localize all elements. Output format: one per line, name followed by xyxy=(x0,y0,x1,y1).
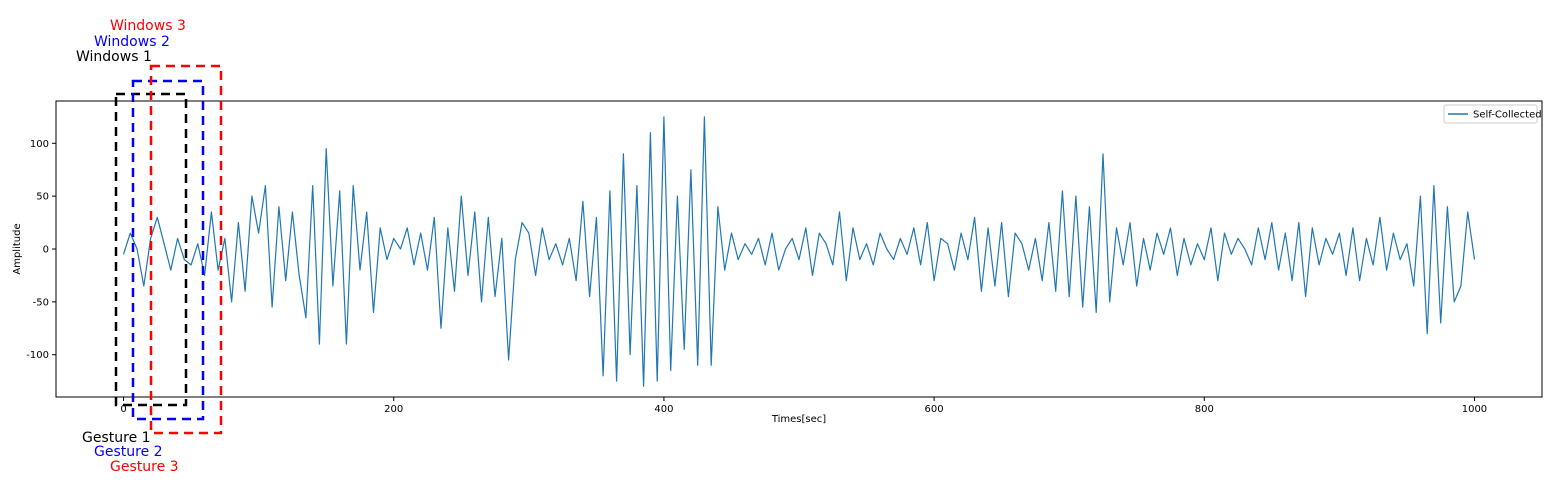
window-2-label: Windows 2 xyxy=(94,34,170,50)
y-tick-label: 0 xyxy=(43,245,49,256)
y-tick-label: 100 xyxy=(30,139,49,150)
plot-frame xyxy=(55,100,1543,398)
window-3-label: Windows 3 xyxy=(110,18,186,34)
gesture-3-label: Gesture 3 xyxy=(110,459,179,475)
legend-label: Self-Collected xyxy=(1473,110,1542,121)
window-2-box xyxy=(131,79,205,421)
legend-box xyxy=(1443,104,1538,124)
y-tick-label: 50 xyxy=(36,192,49,203)
x-tick-label: 600 xyxy=(925,404,944,415)
window-1-label: Windows 1 xyxy=(76,49,152,65)
series-layer xyxy=(122,116,1476,387)
ticks-layer: 0 200 400 600 800 1000 -100 -50 0 50 100 xyxy=(26,139,1487,415)
gesture-2-label: Gesture 2 xyxy=(94,444,163,460)
y-tick-label: -100 xyxy=(26,350,49,361)
y-tick-label: -50 xyxy=(33,297,49,308)
x-tick-label: 200 xyxy=(384,404,403,415)
x-tick-label: 400 xyxy=(654,404,673,415)
window-3-box xyxy=(149,64,223,435)
x-tick-label: 0 xyxy=(120,404,126,415)
x-axis-label: Times[sec] xyxy=(771,414,826,425)
gesture-1-label: Gesture 1 xyxy=(82,430,151,446)
legend: Self-Collected xyxy=(1443,104,1542,124)
series-line-0 xyxy=(122,116,1476,387)
y-axis-label: Amplitude xyxy=(12,223,23,274)
x-tick-label: 1000 xyxy=(1462,404,1487,415)
x-tick-label: 800 xyxy=(1195,404,1214,415)
